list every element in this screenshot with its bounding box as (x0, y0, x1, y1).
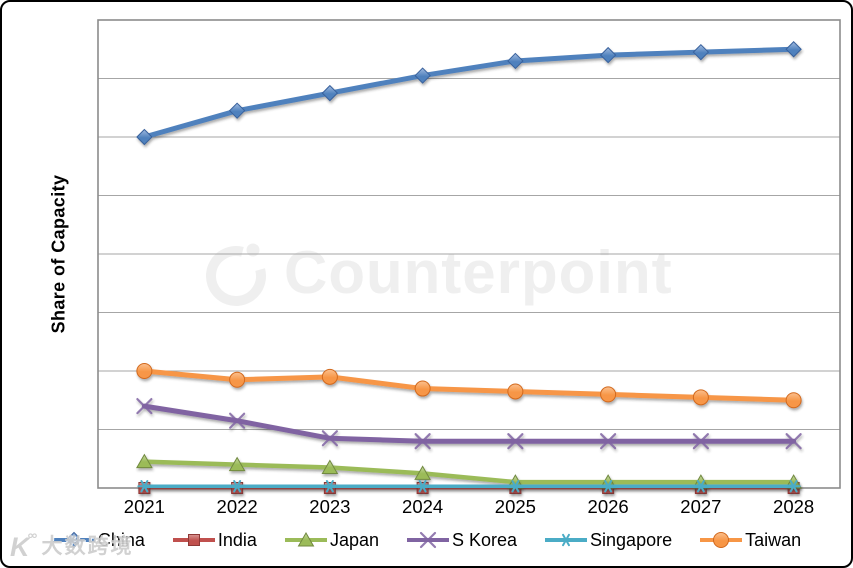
legend-marker-singapore-icon (545, 533, 588, 547)
series-china (136, 41, 802, 146)
legend-label: S Korea (451, 530, 518, 550)
legend-item-china: China (52, 531, 145, 549)
legend-item-s-korea: S Korea (406, 531, 517, 549)
x-tick-label: 2023 (309, 496, 350, 517)
legend-marker-s-korea-icon (406, 531, 449, 549)
legend: China India Japan S Korea Singapore Taiwan (2, 531, 851, 549)
x-tick-label: 2021 (124, 496, 165, 517)
x-tick-label: 2026 (588, 496, 629, 517)
legend-label: Japan (329, 530, 379, 550)
x-tick-label: 2022 (217, 496, 258, 517)
x-tick-label: 2028 (773, 496, 814, 517)
series-singapore (137, 480, 801, 493)
legend-marker-china-icon (52, 531, 95, 549)
legend-label: China (97, 530, 145, 550)
series-taiwan (136, 363, 802, 409)
x-tick-label: 2024 (402, 496, 443, 517)
legend-item-india: India (172, 531, 257, 549)
legend-marker-taiwan-icon (700, 532, 743, 548)
legend-marker-india-icon (172, 534, 215, 546)
series-s-korea (136, 398, 802, 450)
legend-label: India (217, 530, 257, 550)
legend-item-singapore: Singapore (544, 531, 672, 549)
legend-marker-japan-icon (284, 531, 327, 547)
legend-label: Taiwan (745, 530, 802, 550)
legend-label: Singapore (590, 530, 673, 550)
x-tick-label: 2025 (495, 496, 536, 517)
y-axis-title: Share of Capacity (48, 174, 69, 334)
legend-item-taiwan: Taiwan (699, 531, 801, 549)
legend-item-japan: Japan (284, 531, 379, 549)
x-tick-label: 2027 (680, 496, 721, 517)
